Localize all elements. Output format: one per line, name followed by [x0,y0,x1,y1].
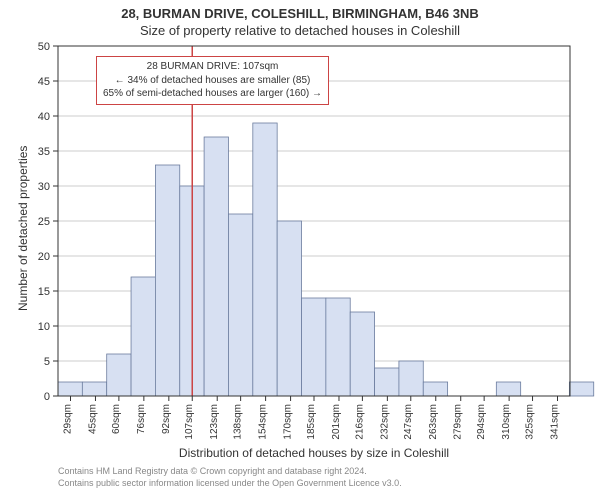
svg-text:138sqm: 138sqm [233,404,244,440]
annotation-line-property: 28 BURMAN DRIVE: 107sqm [103,60,322,74]
annotation-box: 28 BURMAN DRIVE: 107sqm ← 34% of detache… [96,56,329,105]
histogram-bar [569,382,593,396]
svg-text:310sqm: 310sqm [501,404,512,440]
svg-text:341sqm: 341sqm [550,404,561,440]
histogram-bar [375,368,399,396]
svg-text:45: 45 [38,76,50,88]
svg-text:216sqm: 216sqm [354,404,365,440]
histogram-bar [204,137,228,396]
histogram-bar [253,123,277,396]
svg-text:201sqm: 201sqm [331,404,342,440]
svg-text:107sqm: 107sqm [184,404,195,440]
svg-text:294sqm: 294sqm [476,404,487,440]
svg-text:170sqm: 170sqm [283,404,294,440]
histogram-bar [107,354,131,396]
svg-text:76sqm: 76sqm [136,404,147,434]
histogram-bar [131,277,155,396]
svg-text:232sqm: 232sqm [379,404,390,440]
svg-text:263sqm: 263sqm [428,404,439,440]
svg-text:325sqm: 325sqm [525,404,536,440]
histogram-bar [228,214,252,396]
histogram-bar [302,298,326,396]
histogram-bar [155,165,179,396]
histogram-bar [350,312,374,396]
svg-text:5: 5 [44,356,50,368]
svg-text:30: 30 [38,181,50,193]
histogram-bar [326,298,350,396]
histogram-bar [58,382,82,396]
svg-text:35: 35 [38,146,50,158]
x-axis-label: Distribution of detached houses by size … [58,446,570,460]
histogram-bar [82,382,106,396]
svg-text:29sqm: 29sqm [62,404,73,434]
svg-text:247sqm: 247sqm [403,404,414,440]
svg-text:20: 20 [38,251,50,263]
svg-text:60sqm: 60sqm [111,404,122,434]
svg-text:279sqm: 279sqm [453,404,464,440]
annotation-line-smaller: ← 34% of detached houses are smaller (85… [103,74,322,88]
histogram-bar [423,382,447,396]
svg-text:154sqm: 154sqm [258,404,269,440]
svg-text:123sqm: 123sqm [209,404,220,440]
credits-line-1: Contains HM Land Registry data © Crown c… [58,466,402,478]
svg-text:50: 50 [38,41,50,53]
svg-text:10: 10 [38,321,50,333]
histogram-bar [277,221,301,396]
svg-text:40: 40 [38,111,50,123]
histogram-bar [399,361,423,396]
svg-text:15: 15 [38,286,50,298]
chart-container: 28, BURMAN DRIVE, COLESHILL, BIRMINGHAM,… [0,0,600,500]
histogram-bar [496,382,520,396]
credits-text: Contains HM Land Registry data © Crown c… [58,466,402,489]
svg-text:25: 25 [38,216,50,228]
credits-line-2: Contains public sector information licen… [58,478,402,490]
svg-text:92sqm: 92sqm [161,404,172,434]
y-axis-label: Number of detached properties [16,146,30,311]
svg-text:0: 0 [44,391,50,403]
svg-text:185sqm: 185sqm [306,404,317,440]
annotation-line-larger: 65% of semi-detached houses are larger (… [103,87,322,101]
svg-text:45sqm: 45sqm [87,404,98,434]
